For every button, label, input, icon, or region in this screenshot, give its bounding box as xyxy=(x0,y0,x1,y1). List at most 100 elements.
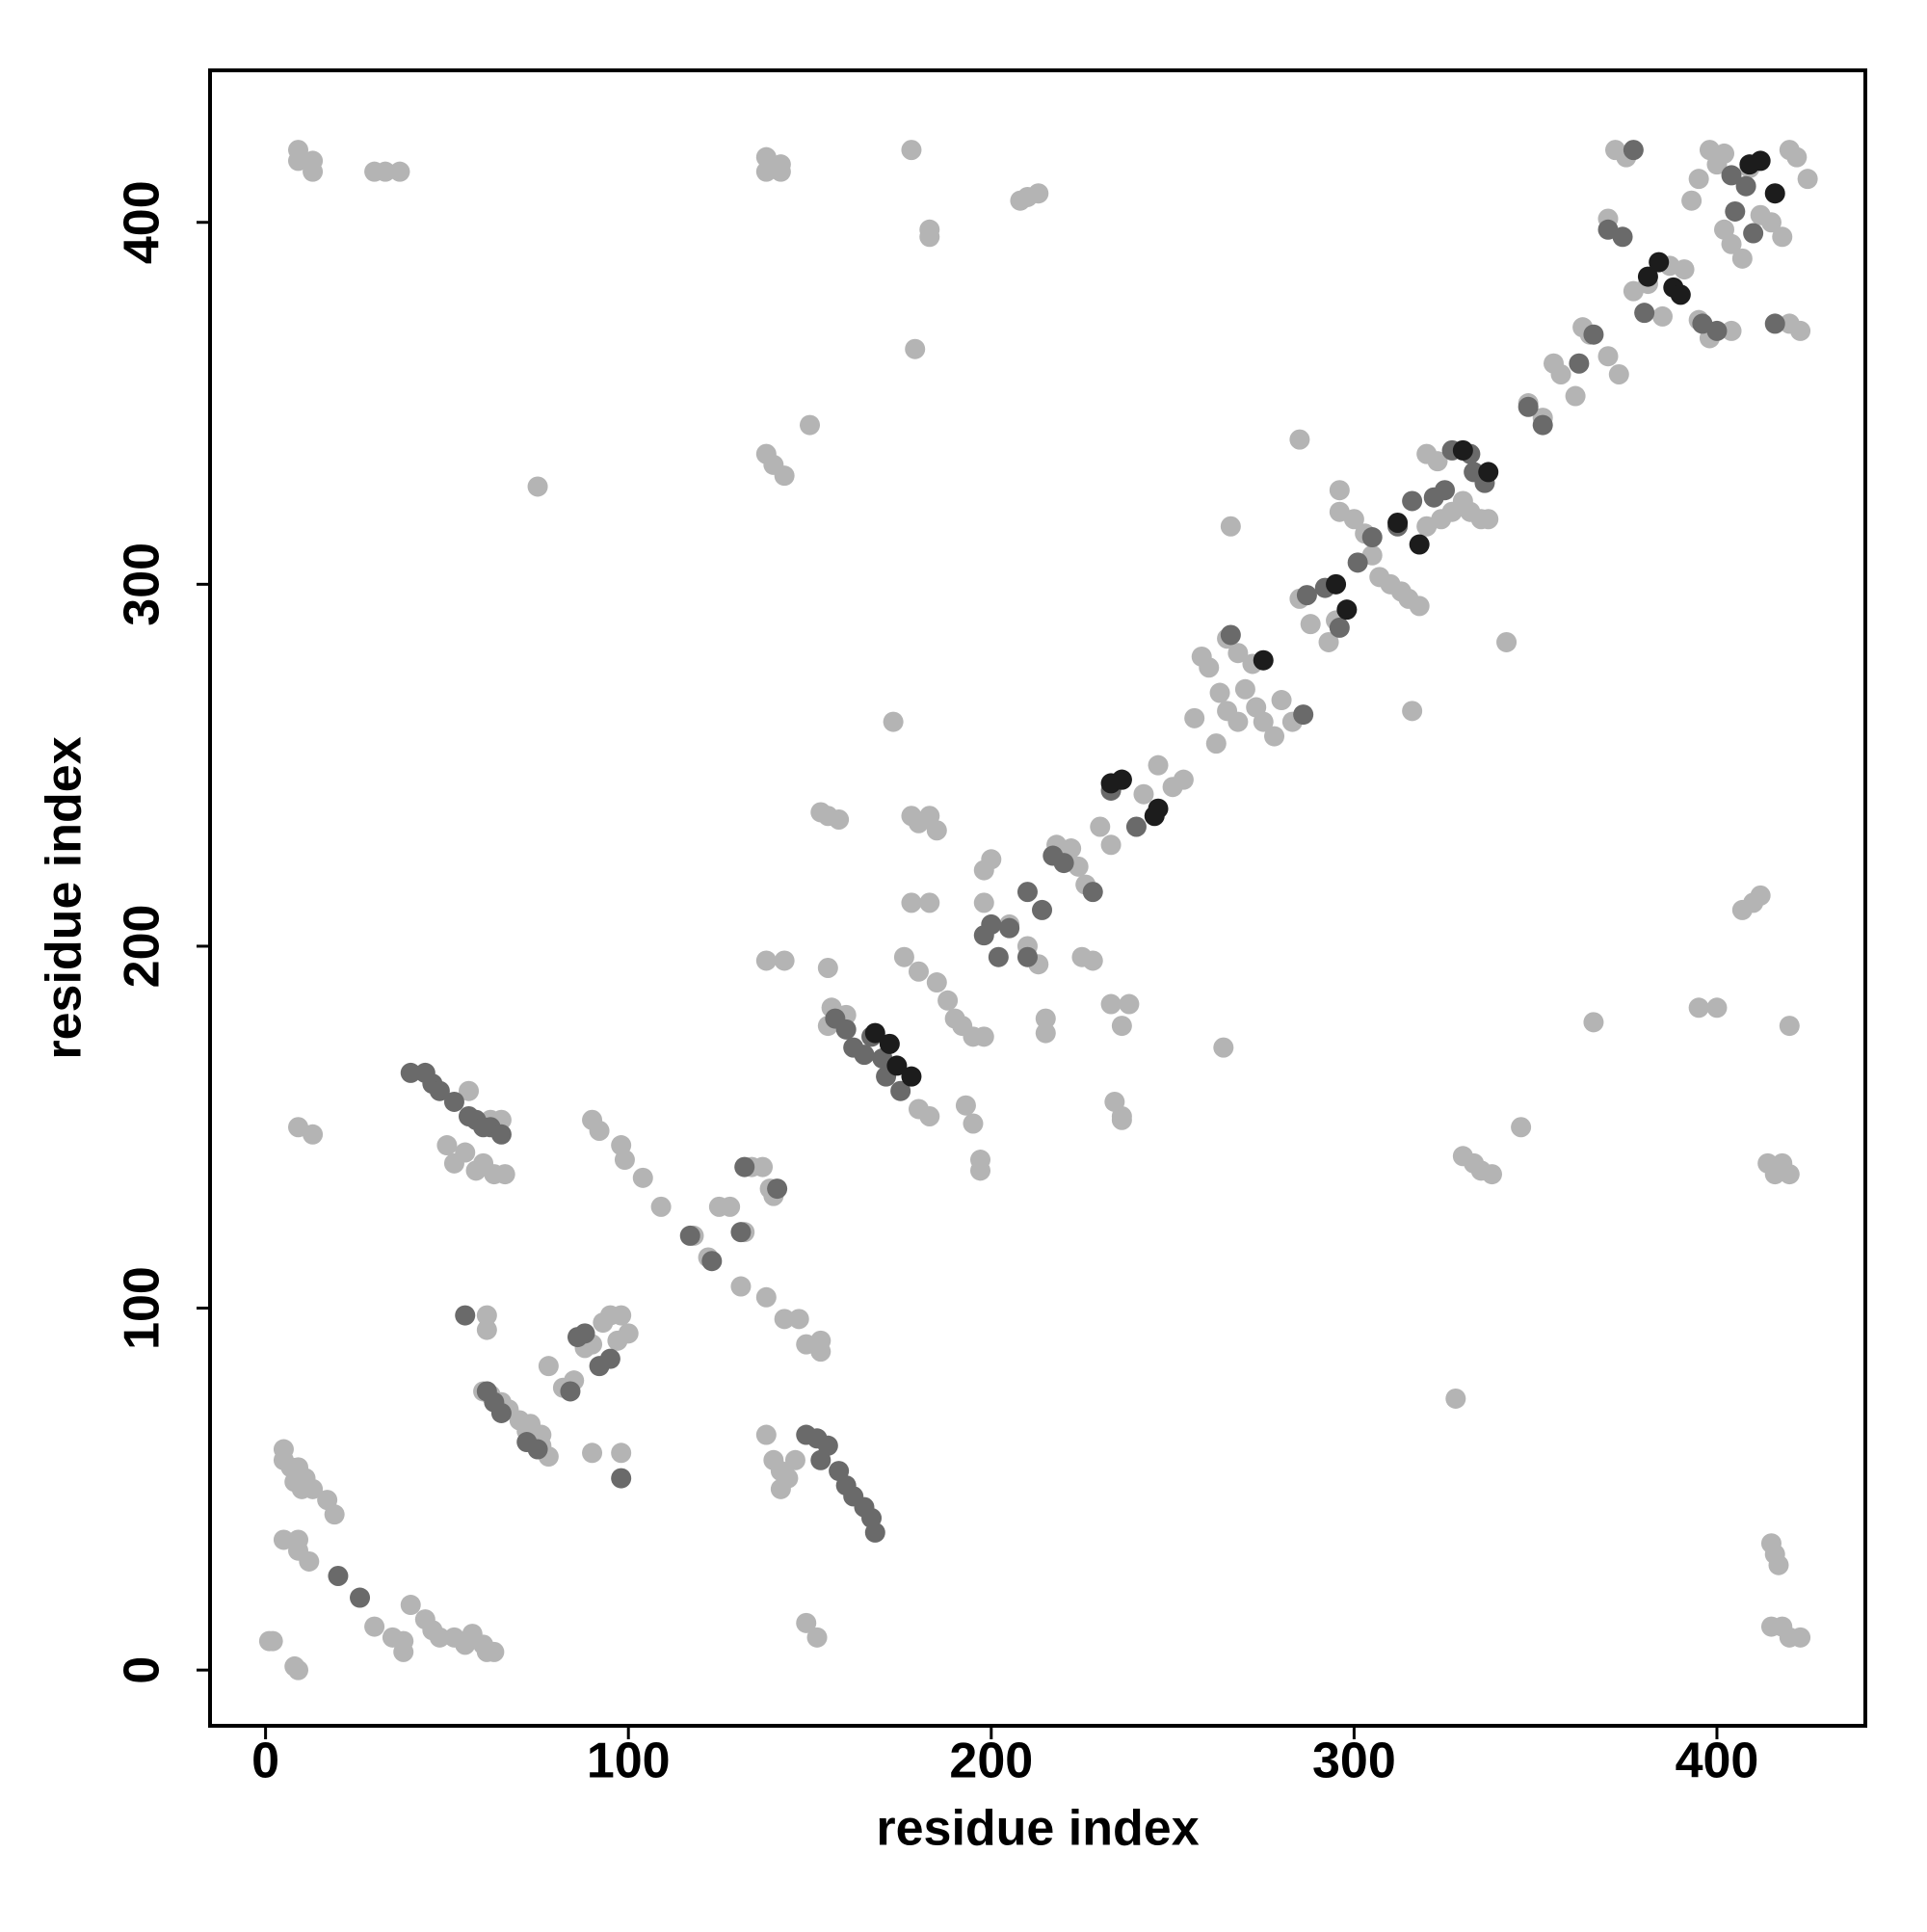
point xyxy=(734,1156,755,1178)
point xyxy=(879,1033,900,1054)
point xyxy=(1760,212,1782,233)
point xyxy=(1082,950,1103,971)
point xyxy=(1688,997,1709,1019)
point xyxy=(1227,711,1249,732)
point xyxy=(1082,882,1103,903)
point xyxy=(755,1286,777,1308)
point xyxy=(770,1478,791,1499)
y-axis-title: residue index xyxy=(37,736,92,1059)
point xyxy=(864,1022,885,1044)
point xyxy=(1612,226,1633,248)
point xyxy=(1329,480,1350,501)
y-tick-label: 300 xyxy=(115,543,171,626)
point xyxy=(969,1160,990,1181)
point xyxy=(1764,313,1785,334)
point xyxy=(611,1305,632,1326)
point xyxy=(1016,946,1038,967)
point xyxy=(1725,200,1746,222)
point xyxy=(1649,251,1670,273)
point xyxy=(835,1019,857,1040)
point xyxy=(937,990,959,1011)
point xyxy=(1293,704,1314,726)
y-tick-label: 0 xyxy=(115,1656,171,1684)
point xyxy=(1779,1016,1800,1037)
point xyxy=(752,1156,774,1178)
point xyxy=(589,1121,610,1142)
point xyxy=(886,1055,908,1076)
point xyxy=(1478,462,1499,483)
point xyxy=(1209,682,1230,703)
point xyxy=(303,1124,324,1145)
point xyxy=(890,1080,911,1101)
point xyxy=(1111,1016,1132,1037)
point xyxy=(1125,816,1147,837)
point xyxy=(1772,226,1793,248)
point xyxy=(919,1105,940,1126)
point xyxy=(400,1595,421,1616)
point xyxy=(1670,284,1691,305)
point xyxy=(1271,690,1292,711)
point xyxy=(1688,169,1709,190)
point xyxy=(1090,816,1111,837)
point xyxy=(299,1550,320,1572)
point xyxy=(632,1167,653,1188)
point xyxy=(1714,143,1735,164)
point xyxy=(1213,1037,1234,1058)
point xyxy=(1336,599,1358,621)
point xyxy=(288,1659,309,1681)
point xyxy=(1184,707,1205,728)
point xyxy=(1445,1388,1466,1409)
point xyxy=(443,1091,464,1112)
point xyxy=(1511,1117,1532,1138)
point xyxy=(1032,899,1053,920)
point xyxy=(527,476,548,497)
point xyxy=(981,849,1002,870)
point xyxy=(1100,993,1122,1015)
point xyxy=(1148,754,1169,776)
point xyxy=(755,950,777,971)
x-tick-label: 300 xyxy=(1312,1734,1396,1789)
point xyxy=(1481,1164,1502,1185)
point xyxy=(1227,643,1249,664)
point xyxy=(527,1439,548,1460)
point xyxy=(1550,364,1571,385)
y-tick-label: 400 xyxy=(115,180,171,264)
point xyxy=(1608,364,1629,385)
point xyxy=(1111,1109,1132,1130)
point xyxy=(1119,993,1140,1015)
point xyxy=(1739,154,1760,175)
point xyxy=(919,226,940,248)
point xyxy=(1674,259,1695,280)
point xyxy=(1706,320,1728,341)
point xyxy=(288,150,309,172)
point xyxy=(1731,248,1753,269)
point xyxy=(701,1251,723,1272)
point xyxy=(614,1150,635,1171)
point xyxy=(1750,885,1771,906)
point xyxy=(784,1449,805,1470)
point xyxy=(755,1424,777,1445)
point xyxy=(1016,882,1038,903)
point xyxy=(1532,414,1553,436)
point xyxy=(1706,997,1728,1019)
point xyxy=(908,961,929,982)
point xyxy=(1681,190,1703,211)
point xyxy=(1199,657,1220,678)
point xyxy=(1148,798,1169,819)
point xyxy=(1300,614,1321,635)
point xyxy=(679,1225,700,1246)
point xyxy=(455,1142,476,1163)
point xyxy=(476,1319,497,1340)
point xyxy=(303,161,324,182)
point xyxy=(1583,324,1604,345)
point xyxy=(893,946,914,967)
point xyxy=(1326,573,1347,595)
x-tick-label: 200 xyxy=(949,1734,1033,1789)
point xyxy=(350,1587,371,1608)
point xyxy=(1343,509,1364,530)
point xyxy=(1329,617,1350,638)
point xyxy=(1234,678,1255,700)
point xyxy=(973,1026,994,1047)
point xyxy=(1361,527,1383,548)
point xyxy=(1721,233,1742,254)
